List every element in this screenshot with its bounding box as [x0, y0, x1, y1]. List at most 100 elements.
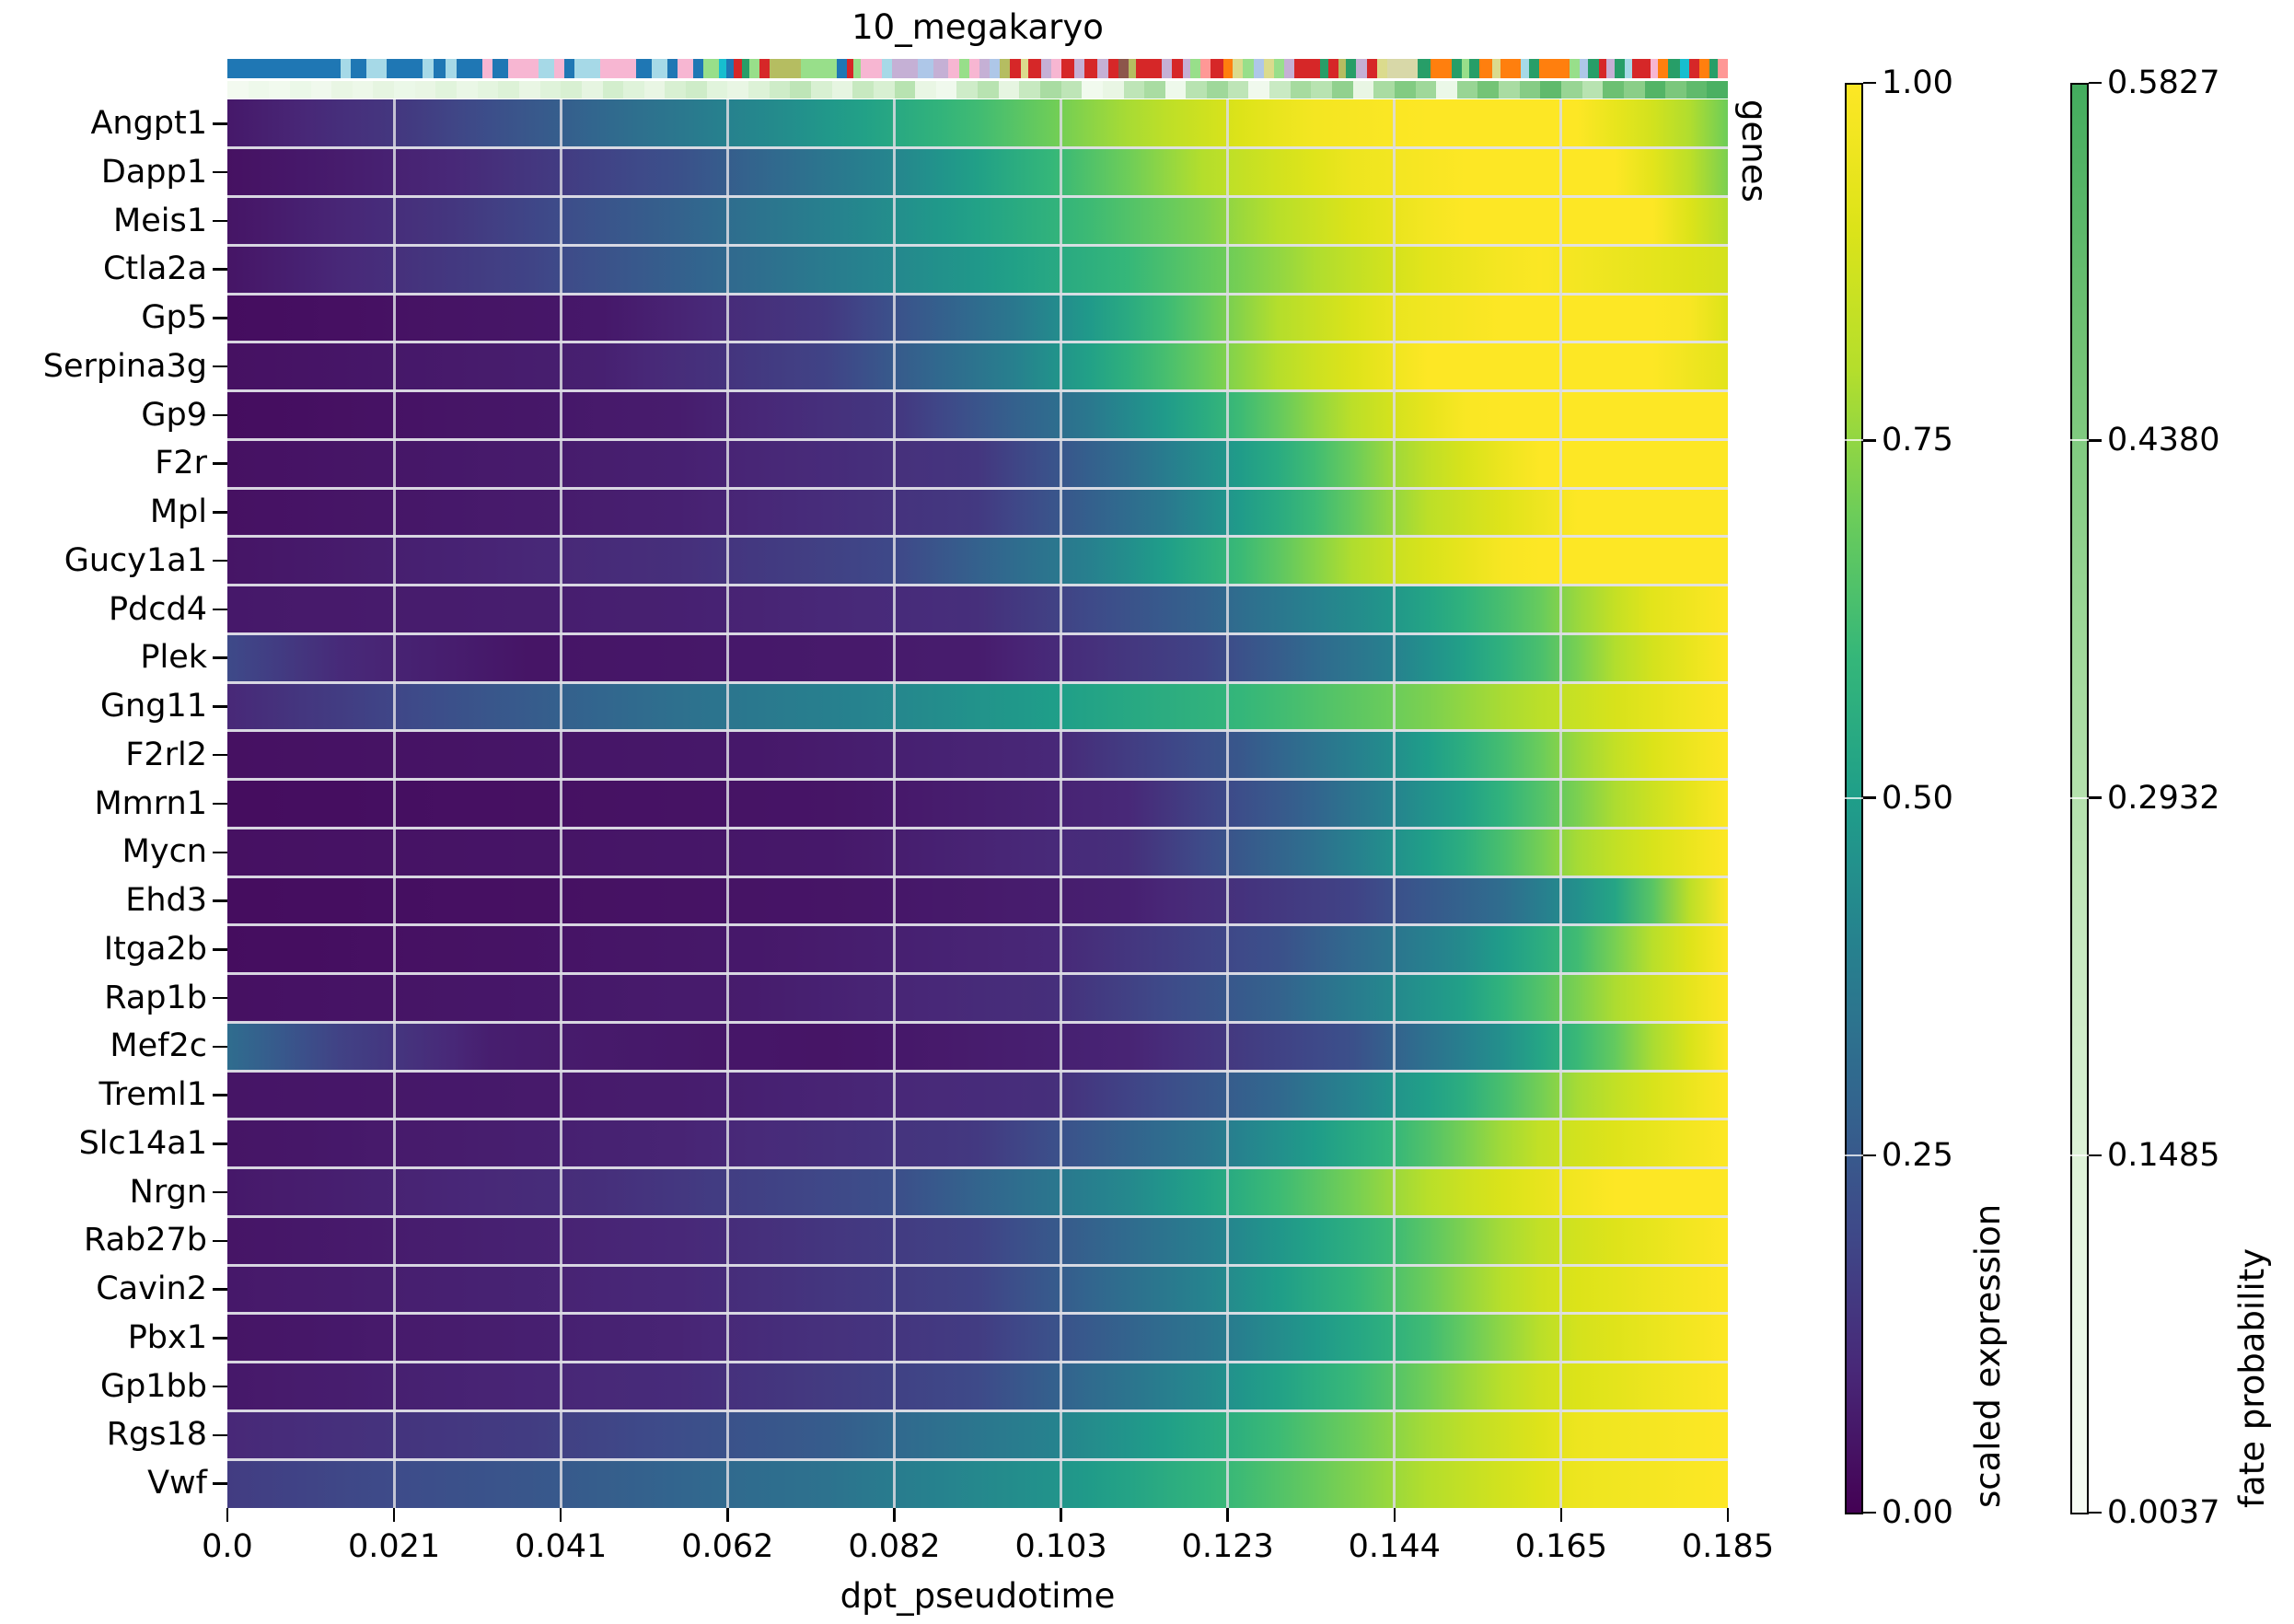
cluster-segment-red	[1061, 59, 1075, 78]
heatmap-row-Ehd3	[227, 876, 1728, 926]
cluster-segment-red	[1211, 59, 1224, 78]
y-tick-mark	[213, 219, 227, 223]
cluster-segment-blue	[227, 59, 341, 78]
y-tick-mark	[213, 511, 227, 514]
fate-cell-segment	[414, 81, 436, 99]
cluster-segment-lgreen	[1273, 59, 1285, 78]
heatmap-row-Meis1	[227, 196, 1728, 246]
cluster-segment-red	[1172, 59, 1183, 78]
cluster-segment-red	[759, 59, 770, 78]
cluster-segment-blue	[666, 59, 678, 78]
heatmap-row-Pbx1	[227, 1313, 1728, 1363]
cluster-segment-lightblue	[881, 59, 892, 78]
fate-cell-segment	[1331, 81, 1353, 99]
heatmap-row-Gucy1a1	[227, 536, 1728, 586]
cluster-segment-blue	[433, 59, 446, 78]
fate-cell-segment	[1373, 81, 1395, 99]
heatmap-gridline-vertical	[892, 99, 896, 1508]
heatmap-row-Cavin2	[227, 1265, 1728, 1315]
cluster-segment-lavender	[1097, 59, 1108, 78]
gene-label-Nrgn: Nrgn	[129, 1173, 207, 1211]
y-tick-mark	[213, 1288, 227, 1291]
heatmap-row-F2rl2	[227, 730, 1728, 781]
x-tick-mark	[726, 1508, 729, 1522]
colorbar-tick-mark	[1863, 439, 1876, 442]
heatmap-gridline-horizontal	[227, 584, 1728, 587]
fate-cell-segment	[915, 81, 936, 99]
fate-cell-segment	[435, 81, 458, 99]
cluster-segment-orange	[1431, 59, 1452, 78]
heatmap-gridline-horizontal	[227, 632, 1728, 635]
cluster-segment-lavender	[1284, 59, 1295, 78]
cluster-segment-lgreen	[1243, 59, 1254, 78]
heatmap-row-F2r	[227, 439, 1728, 489]
heatmap-gridline-horizontal	[227, 729, 1728, 733]
gene-label-Gucy1a1: Gucy1a1	[64, 541, 207, 579]
cluster-segment-salmon	[1200, 59, 1211, 78]
x-tick-mark	[392, 1508, 396, 1522]
cluster-segment-green	[1346, 59, 1357, 78]
y-tick-mark	[213, 753, 227, 757]
colorbar-fate-probability-label: fate probability	[2232, 1247, 2272, 1508]
x-tick-label: 0.021	[348, 1528, 441, 1565]
heatmap-gridline-horizontal	[227, 778, 1728, 782]
fate-cell-segment	[1686, 81, 1708, 99]
cluster-segment-blue	[492, 59, 508, 78]
heatmap-gridline-horizontal	[227, 292, 1728, 296]
cluster-segment-lavender	[1606, 59, 1615, 78]
colorbar-tick-mark	[1863, 1154, 1876, 1156]
cluster-segment-green	[1709, 59, 1718, 78]
heatmap-row-Itga2b	[227, 924, 1728, 975]
cluster-segment-green	[1418, 59, 1431, 78]
heatmap-gridline-horizontal	[227, 680, 1728, 684]
cluster-segment-lgreen	[702, 59, 719, 78]
gene-label-Gp5: Gp5	[141, 299, 207, 337]
heatmap-gridline-horizontal	[227, 195, 1728, 199]
heatmap-row-Vwf	[227, 1459, 1728, 1509]
cluster-segment-orange	[1500, 59, 1522, 78]
fate-cell-segment	[852, 81, 874, 99]
cluster-segment-pink	[948, 59, 959, 78]
fate-cell-segment	[1665, 81, 1686, 99]
heatmap-gridline-horizontal	[227, 243, 1728, 247]
cluster-segment-lgreen	[852, 59, 862, 78]
cluster-segment-red	[1599, 59, 1607, 78]
fate-cell-segment	[1269, 81, 1291, 99]
fate-probability-strip	[227, 81, 1729, 99]
cluster-segment-blue	[564, 59, 575, 78]
gene-label-Serpina3g: Serpina3g	[42, 347, 207, 385]
fate-cell-segment	[477, 81, 499, 99]
gene-label-F2r: F2r	[155, 445, 207, 482]
heatmap-row-Mpl	[227, 488, 1728, 538]
cluster-segment-green	[1320, 59, 1328, 78]
x-tick-label: 0.123	[1181, 1528, 1274, 1565]
cluster-segment-olive	[1338, 59, 1347, 78]
fate-cell-segment	[289, 81, 311, 99]
fate-cell-segment	[1082, 81, 1103, 99]
heatmap-gridline-horizontal	[227, 389, 1728, 393]
y-tick-mark	[213, 705, 227, 708]
heatmap-row-Treml1	[227, 1071, 1728, 1120]
fate-cell-segment	[310, 81, 332, 99]
heatmap-gridline-vertical	[559, 99, 562, 1508]
heatmap-row-Rap1b	[227, 973, 1728, 1023]
cluster-segment-red	[1632, 59, 1651, 78]
cluster-segment-lavender	[979, 59, 991, 78]
heatmap-gridline-horizontal	[227, 341, 1728, 344]
fate-cell-segment	[1540, 81, 1561, 99]
cluster-segment-orange	[1479, 59, 1493, 78]
y-tick-mark	[213, 1433, 227, 1437]
fate-cell-segment	[873, 81, 895, 99]
cluster-segment-lavender	[891, 59, 918, 78]
cluster-segment-blue	[387, 59, 423, 78]
cluster-segment-green	[1469, 59, 1480, 78]
fate-cell-segment	[581, 81, 603, 99]
expression-heatmap	[227, 99, 1728, 1509]
cluster-segment-pink	[481, 59, 492, 78]
cluster-segment-red	[1327, 59, 1338, 78]
fate-cell-segment	[1144, 81, 1165, 99]
gene-label-Pbx1: Pbx1	[127, 1318, 207, 1356]
heatmap-gridline-horizontal	[227, 972, 1728, 976]
cluster-segment-blue	[351, 59, 366, 78]
fate-cell-segment	[1436, 81, 1457, 99]
